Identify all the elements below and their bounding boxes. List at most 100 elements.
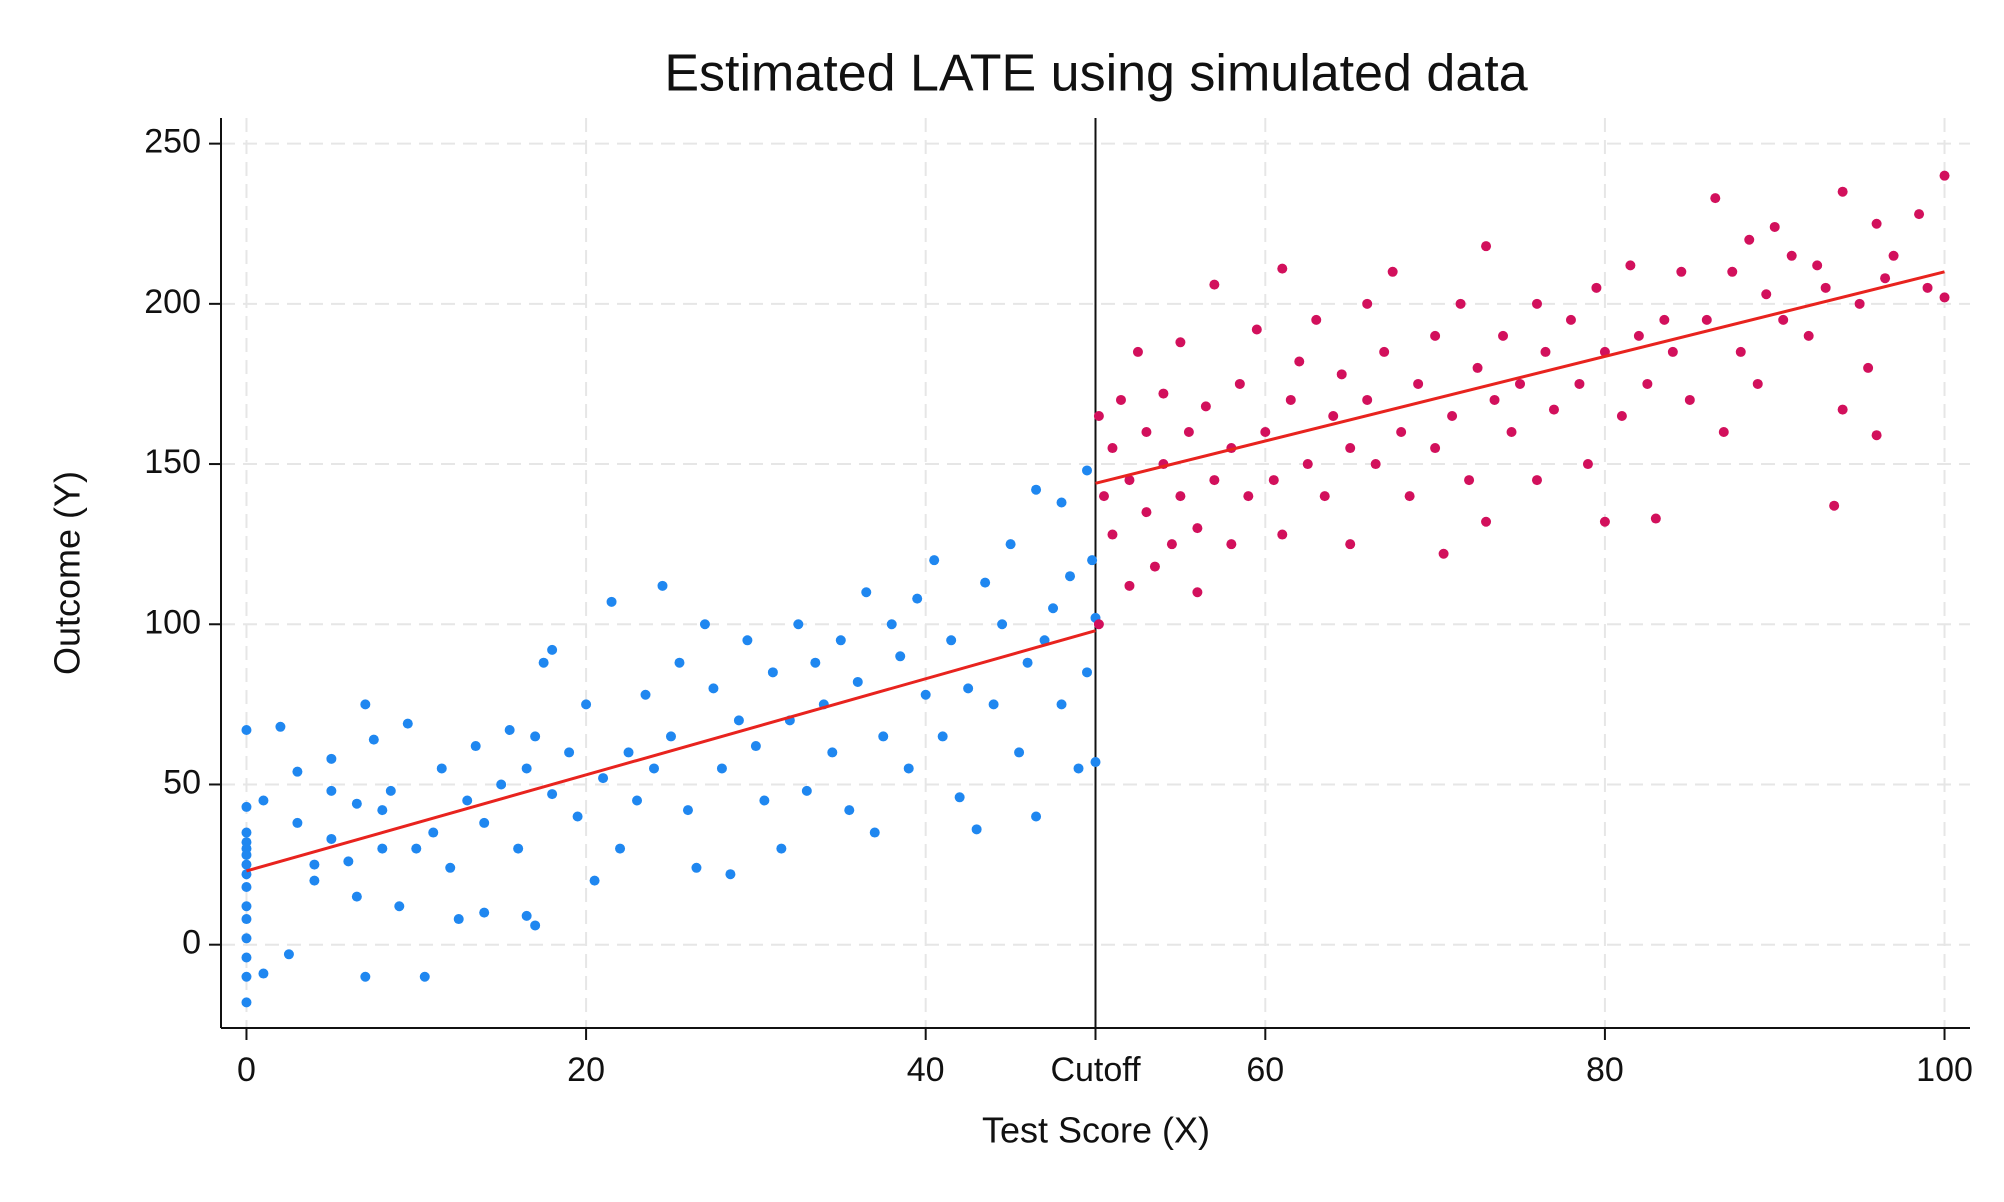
point bbox=[1863, 362, 1874, 373]
point bbox=[589, 875, 600, 886]
point bbox=[292, 817, 303, 828]
point bbox=[1277, 263, 1288, 274]
point bbox=[946, 635, 957, 646]
point bbox=[1268, 475, 1279, 486]
point bbox=[759, 795, 770, 806]
point bbox=[326, 833, 337, 844]
y-tick-label: 200 bbox=[144, 283, 201, 321]
point bbox=[1039, 635, 1050, 646]
point bbox=[1107, 443, 1118, 454]
point bbox=[1132, 346, 1143, 357]
point bbox=[615, 843, 626, 854]
point bbox=[767, 667, 778, 678]
point bbox=[1175, 337, 1186, 348]
point bbox=[428, 827, 439, 838]
point bbox=[937, 731, 948, 742]
point bbox=[691, 862, 702, 873]
point bbox=[351, 798, 362, 809]
point bbox=[241, 971, 252, 982]
point bbox=[1031, 811, 1042, 822]
point bbox=[869, 827, 880, 838]
point bbox=[912, 593, 923, 604]
point bbox=[716, 763, 727, 774]
point bbox=[241, 997, 252, 1008]
y-tick-label: 150 bbox=[144, 443, 201, 481]
x-tick-label: 80 bbox=[1586, 1051, 1624, 1089]
point bbox=[1591, 282, 1602, 293]
point bbox=[402, 718, 413, 729]
point bbox=[997, 619, 1008, 630]
point bbox=[699, 619, 710, 630]
point bbox=[513, 843, 524, 854]
point bbox=[1379, 346, 1390, 357]
point bbox=[521, 910, 532, 921]
point bbox=[581, 699, 592, 710]
point bbox=[241, 859, 252, 870]
point bbox=[1362, 298, 1373, 309]
point bbox=[1837, 404, 1848, 415]
point bbox=[1481, 241, 1492, 252]
point bbox=[623, 747, 634, 758]
point bbox=[283, 949, 294, 960]
point bbox=[360, 699, 371, 710]
point bbox=[1650, 513, 1661, 524]
x-tick-label: 40 bbox=[907, 1051, 945, 1089]
point bbox=[241, 827, 252, 838]
point bbox=[1005, 539, 1016, 550]
point bbox=[861, 587, 872, 598]
point bbox=[470, 741, 481, 752]
point bbox=[1778, 314, 1789, 325]
point bbox=[326, 753, 337, 764]
point bbox=[1098, 491, 1109, 502]
point bbox=[810, 657, 821, 668]
point bbox=[1676, 266, 1687, 277]
point bbox=[1447, 410, 1458, 421]
point bbox=[793, 619, 804, 630]
point bbox=[1837, 186, 1848, 197]
point bbox=[309, 859, 320, 870]
point bbox=[1744, 234, 1755, 245]
point bbox=[1149, 561, 1160, 572]
point bbox=[1769, 221, 1780, 232]
point bbox=[1914, 209, 1925, 220]
point bbox=[462, 795, 473, 806]
point bbox=[1812, 260, 1823, 271]
point bbox=[1735, 346, 1746, 357]
point bbox=[1939, 170, 1950, 181]
point bbox=[360, 971, 371, 982]
point bbox=[343, 856, 354, 867]
x-axis-label: Test Score (X) bbox=[982, 1110, 1210, 1151]
point bbox=[1880, 273, 1891, 284]
point bbox=[1285, 394, 1296, 405]
point bbox=[1786, 250, 1797, 261]
point bbox=[453, 914, 464, 925]
point bbox=[1319, 491, 1330, 502]
point bbox=[241, 801, 252, 812]
point bbox=[1430, 443, 1441, 454]
point bbox=[1633, 330, 1644, 341]
point bbox=[1829, 500, 1840, 511]
point bbox=[445, 862, 456, 873]
point bbox=[1438, 548, 1449, 559]
point bbox=[1684, 394, 1695, 405]
point bbox=[963, 683, 974, 694]
point bbox=[1727, 266, 1738, 277]
point bbox=[1311, 314, 1322, 325]
point bbox=[530, 731, 541, 742]
point bbox=[1498, 330, 1509, 341]
point bbox=[309, 875, 320, 886]
point bbox=[496, 779, 507, 790]
fit-line bbox=[246, 629, 1096, 873]
point bbox=[385, 785, 396, 796]
point bbox=[827, 747, 838, 758]
point bbox=[606, 596, 617, 607]
point bbox=[1124, 475, 1135, 486]
y-axis-label: Outcome (Y) bbox=[47, 471, 88, 675]
point bbox=[1625, 260, 1636, 271]
point bbox=[1345, 539, 1356, 550]
x-tick-label: 60 bbox=[1246, 1051, 1284, 1089]
point bbox=[1718, 427, 1729, 438]
point bbox=[801, 785, 812, 796]
point bbox=[1158, 388, 1169, 399]
